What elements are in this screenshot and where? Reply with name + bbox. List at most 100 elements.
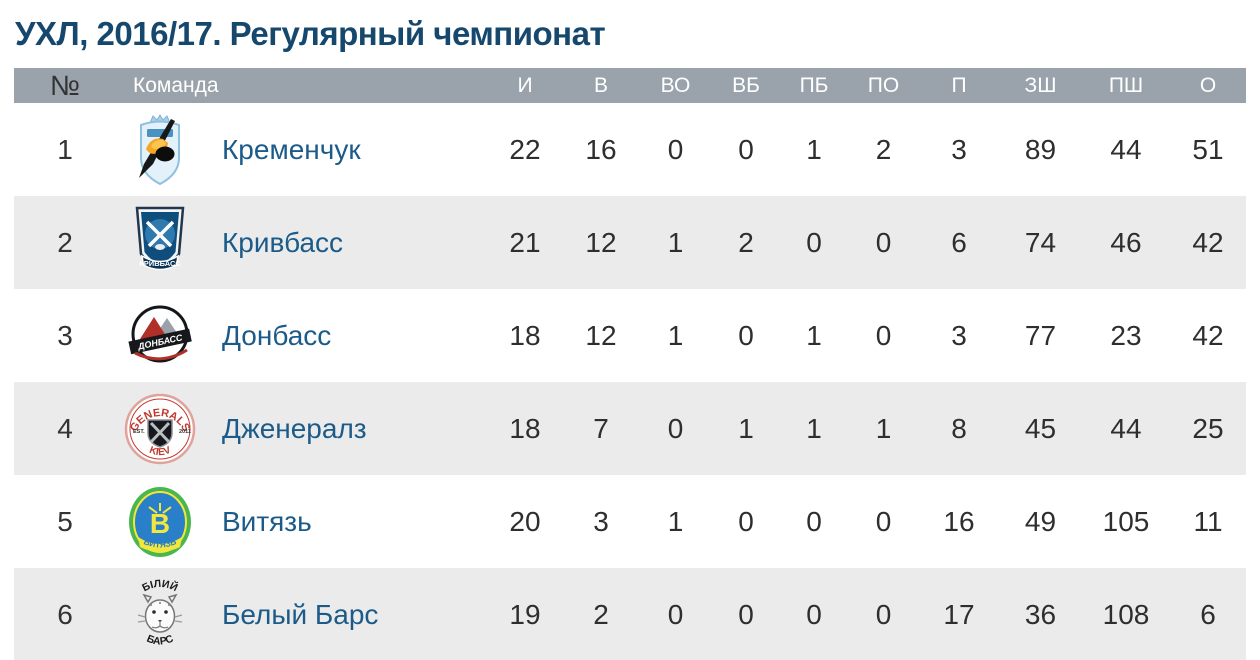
goals-against-cell: 44 <box>1110 133 1142 165</box>
position-cell: 2 <box>57 226 73 258</box>
losses-cell: 8 <box>951 412 967 444</box>
table-row: 2 КРИВБАСС Кривбасс 21 12 1 2 0 0 6 74 4… <box>14 196 1246 289</box>
team-logo-cell: GENERALS EST. 2011 KIEV <box>116 392 204 466</box>
header-ot-losses: ПО <box>867 73 900 97</box>
ot-losses-cell: 0 <box>875 226 892 258</box>
so-wins-cell: 2 <box>738 226 754 258</box>
header-goals-for: ЗШ <box>1024 73 1057 97</box>
team-link[interactable]: Дженералз <box>222 412 367 444</box>
generals-logo-bottom-text: KIEV <box>148 444 173 458</box>
team-link[interactable]: Донбасс <box>222 319 332 351</box>
ot-wins-cell: 1 <box>667 505 684 537</box>
points-cell: 42 <box>1192 319 1224 351</box>
goals-for-cell: 45 <box>1024 412 1057 444</box>
games-cell: 18 <box>509 319 541 351</box>
position-cell: 4 <box>57 412 73 444</box>
table-row: 1 Кременчук 22 16 0 0 1 2 3 89 44 51 <box>14 103 1246 196</box>
so-losses-cell: 0 <box>806 598 822 630</box>
ot-wins-cell: 1 <box>667 319 684 351</box>
header-wins: В <box>593 73 608 97</box>
position-cell: 1 <box>57 133 73 165</box>
games-cell: 22 <box>509 133 541 165</box>
goals-for-cell: 49 <box>1024 505 1057 537</box>
bilyi-bars-emblem-icon: БІЛИЙ БАРС <box>137 577 183 647</box>
kryvbas-logo-text: КРИВБАСС <box>139 259 181 268</box>
so-wins-cell: 0 <box>738 598 754 630</box>
ot-wins-cell: 1 <box>667 226 684 258</box>
ot-losses-cell: 2 <box>875 133 892 165</box>
ot-losses-cell: 1 <box>875 412 892 444</box>
header-team: Команда <box>133 73 219 97</box>
so-wins-cell: 1 <box>738 412 754 444</box>
ot-losses-cell: 0 <box>875 505 892 537</box>
position-cell: 3 <box>57 319 73 351</box>
svg-text:KIEV: KIEV <box>148 444 173 458</box>
ot-wins-cell: 0 <box>667 133 684 165</box>
position-cell: 6 <box>57 598 73 630</box>
so-wins-cell: 0 <box>738 319 754 351</box>
so-losses-cell: 1 <box>806 133 822 165</box>
bars-logo-top-text: БІЛИЙ <box>140 577 180 593</box>
ot-losses-cell: 0 <box>875 598 892 630</box>
wins-cell: 2 <box>593 598 609 630</box>
position-cell: 5 <box>57 505 73 537</box>
generals-emblem-icon: GENERALS EST. 2011 KIEV <box>124 393 196 464</box>
team-logo-cell: КРИВБАСС <box>116 204 204 282</box>
header-points: О <box>1199 73 1217 97</box>
points-cell: 42 <box>1192 226 1224 258</box>
svg-text:ВИТЯЗЬ: ВИТЯЗЬ <box>142 536 177 549</box>
team-link[interactable]: Витязь <box>222 505 312 537</box>
team-logo-cell: ДОНБАСС <box>116 303 204 369</box>
games-cell: 21 <box>509 226 541 258</box>
so-losses-cell: 1 <box>806 412 822 444</box>
svg-text:БАРС: БАРС <box>145 632 176 647</box>
team-logo-cell <box>116 112 204 188</box>
header-games: И <box>517 73 533 97</box>
games-cell: 19 <box>509 598 541 630</box>
wins-cell: 7 <box>593 412 609 444</box>
standings-table: № Команда И В ВО ВБ ПБ ПО П ЗШ ПШ О 1 Кр… <box>14 68 1246 660</box>
wins-cell: 16 <box>585 133 617 165</box>
goals-against-cell: 105 <box>1102 505 1150 537</box>
ot-wins-cell: 0 <box>667 598 684 630</box>
goals-for-cell: 77 <box>1024 319 1057 351</box>
games-cell: 20 <box>509 505 541 537</box>
ot-wins-cell: 0 <box>667 412 684 444</box>
goals-against-cell: 44 <box>1110 412 1142 444</box>
header-so-losses: ПБ <box>799 73 829 97</box>
header-position: № <box>49 69 81 101</box>
table-row: 6 БІЛИЙ БАР <box>14 568 1246 660</box>
team-link[interactable]: Кременчук <box>222 133 361 165</box>
wins-cell: 12 <box>585 319 617 351</box>
so-wins-cell: 0 <box>738 505 754 537</box>
generals-logo-year-text: 2011 <box>179 429 191 435</box>
kremenchuk-crest-icon <box>139 113 180 185</box>
generals-logo-est-text: EST. <box>133 429 145 435</box>
goals-against-cell: 108 <box>1102 598 1150 630</box>
vityaz-logo-text: ВИТЯЗЬ <box>142 536 177 549</box>
goals-for-cell: 36 <box>1024 598 1057 630</box>
vityaz-emblem-icon: В ВИТЯЗЬ <box>129 486 191 557</box>
wins-cell: 3 <box>593 505 609 537</box>
table-row: 4 GENERALS EST. 2011 KIEV <box>14 382 1246 475</box>
page-title: УХЛ, 2016/17. Регулярный чемпионат <box>15 15 606 52</box>
losses-cell: 17 <box>943 598 975 630</box>
goals-for-cell: 89 <box>1024 133 1057 165</box>
goals-against-cell: 23 <box>1110 319 1142 351</box>
goals-against-cell: 46 <box>1110 226 1142 258</box>
team-link[interactable]: Кривбасс <box>222 226 344 258</box>
header-ot-wins: ВО <box>660 73 691 97</box>
donbass-emblem-icon: ДОНБАСС <box>128 305 192 362</box>
team-logo-cell: В ВИТЯЗЬ <box>116 485 204 559</box>
header-goals-against: ПШ <box>1108 73 1144 97</box>
team-logo-cell: БІЛИЙ БАРС <box>116 575 204 655</box>
so-losses-cell: 0 <box>806 226 822 258</box>
header-so-wins: ВБ <box>732 73 760 97</box>
goals-for-cell: 74 <box>1024 226 1057 258</box>
team-link[interactable]: Белый Барс <box>222 598 379 630</box>
wins-cell: 12 <box>585 226 617 258</box>
losses-cell: 6 <box>951 226 967 258</box>
table-row: 5 В ВИТЯЗЬ Витязь 20 3 1 0 0 0 16 49 <box>14 475 1246 568</box>
bars-logo-bottom-text: БАРС <box>145 632 176 647</box>
points-cell: 6 <box>1200 598 1216 630</box>
